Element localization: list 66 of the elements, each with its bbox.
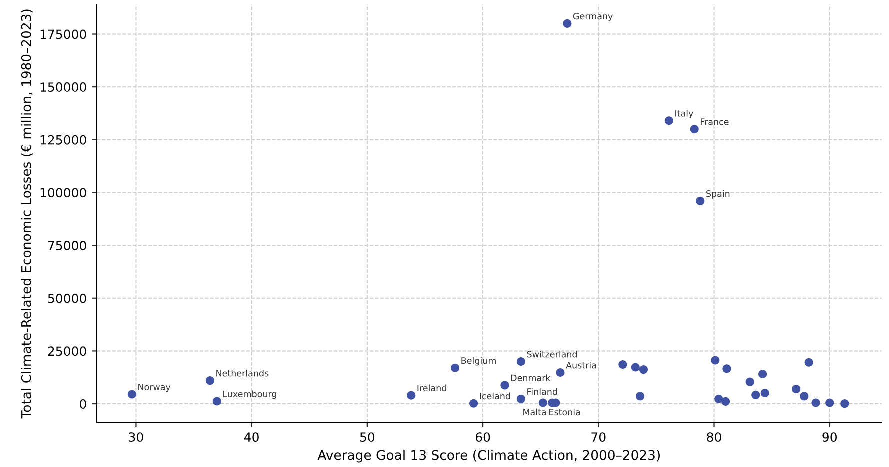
annotation: Germany [573, 13, 613, 22]
point [714, 394, 724, 404]
point [639, 366, 648, 374]
point [556, 368, 565, 378]
point [722, 397, 730, 406]
point [792, 384, 801, 394]
y-tick-label: 25000 [48, 346, 86, 356]
point [812, 398, 820, 408]
y-tick-label: 175000 [40, 30, 86, 40]
annotation: Iceland [480, 392, 510, 400]
point [563, 19, 572, 28]
point [690, 125, 699, 134]
annotation: Norway [138, 384, 171, 392]
point [206, 376, 214, 386]
annotation: France [701, 118, 729, 126]
point [538, 398, 548, 408]
y-axis-title: Total Climate-Related Economic Losses (€ million, 1980–2023) [21, 10, 33, 419]
point [516, 358, 526, 366]
x-tick-label: 30 [129, 432, 144, 442]
annotation: Netherlands [216, 370, 269, 377]
point [840, 400, 850, 408]
annotation: Malta [524, 408, 546, 416]
y-tick-label: 150000 [40, 82, 86, 92]
point [804, 358, 814, 367]
x-tick-label: 70 [592, 432, 606, 442]
point [826, 398, 834, 408]
annotation: Luxembourg [224, 390, 276, 400]
x-tick-label: 40 [244, 432, 259, 442]
point [722, 364, 732, 374]
point [618, 360, 628, 370]
point [212, 397, 222, 406]
y-tick-label: 0 [80, 400, 86, 409]
annotation: Belgium [462, 357, 496, 366]
annotation: Switzerland [527, 350, 577, 358]
annotation: Spain [706, 190, 730, 199]
x-axis-title: Average Goal 13 Score (Climate Action, 2000–2023) [318, 450, 660, 463]
point [696, 196, 705, 206]
point [407, 391, 416, 400]
point [516, 394, 526, 404]
point [451, 364, 460, 372]
point [631, 363, 640, 372]
point [500, 381, 510, 390]
point [470, 399, 478, 408]
y-tick-label: 75000 [48, 241, 86, 250]
x-tick-label: 50 [360, 432, 375, 442]
point [752, 390, 760, 400]
y-tick-label: 125000 [40, 135, 86, 145]
point [128, 390, 136, 399]
x-tick-label: 80 [707, 432, 722, 442]
point [746, 378, 754, 386]
y-tick-label: 50000 [48, 294, 86, 304]
x-tick-label: 90 [822, 432, 837, 442]
y-tick-label: 100000 [40, 188, 86, 198]
annotation: Austria [566, 362, 596, 369]
annotation: Italy [676, 110, 694, 119]
point [636, 392, 645, 401]
annotation: Ireland [418, 384, 446, 392]
annotation: Estonia [550, 408, 580, 416]
annotation: Denmark [511, 374, 551, 382]
point [800, 392, 809, 401]
point [760, 388, 770, 398]
annotation: Finland [528, 388, 558, 396]
point [758, 370, 768, 379]
point [711, 356, 720, 365]
point [664, 116, 674, 126]
x-tick-label: 60 [476, 432, 490, 442]
